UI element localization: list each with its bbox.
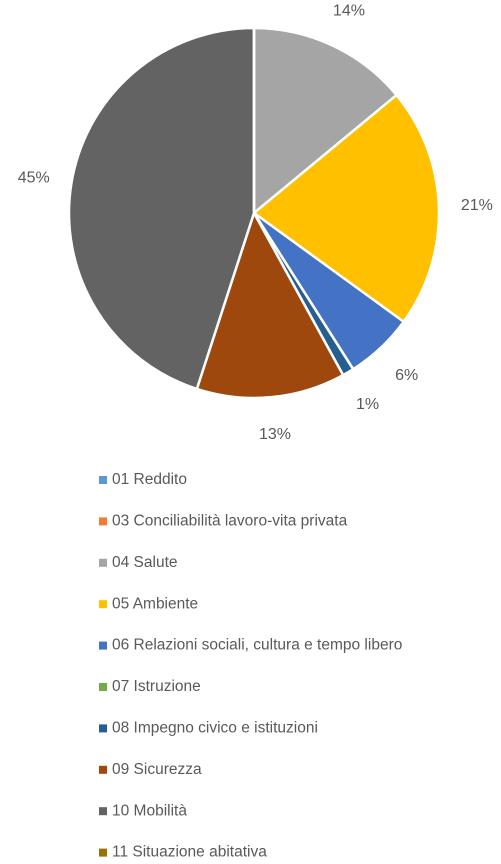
data-label: 6%	[395, 367, 418, 384]
legend-swatch	[99, 600, 107, 609]
legend-label: 06 Relazioni sociali, cultura e tempo li…	[112, 637, 402, 654]
legend-swatch	[99, 476, 107, 484]
pie-slice	[195, 209, 345, 400]
legend-label: 09 Sicurezza	[112, 761, 202, 778]
pie-slice	[67, 26, 256, 391]
legend-swatch	[99, 807, 107, 816]
data-label: 14%	[333, 2, 365, 19]
data-label: 45%	[18, 169, 50, 186]
legend-label: 07 Istruzione	[112, 678, 201, 695]
data-label: 1%	[356, 396, 379, 413]
legend-swatch	[99, 765, 107, 774]
legend-label: 03 Conciliabilità lavoro-vita privata	[112, 512, 348, 529]
legend-swatch	[99, 641, 107, 650]
pie-slice	[251, 93, 441, 324]
legend-swatch	[99, 683, 107, 691]
legend-label: 10 Mobilità	[112, 802, 187, 819]
legend-label: 11 Situazione abitativa	[112, 844, 267, 861]
legend-label: 08 Impegno civico e istituzioni	[112, 719, 318, 736]
pie-slice	[252, 26, 399, 216]
legend-swatch	[99, 517, 107, 526]
data-label: 13%	[259, 426, 291, 443]
legend-label: 04 Salute	[112, 554, 178, 571]
legend-label: 01 Reddito	[112, 471, 187, 488]
legend-label: 05 Ambiente	[112, 595, 198, 612]
data-label: 21%	[461, 197, 493, 214]
legend-swatch	[99, 848, 107, 857]
legend-swatch	[99, 724, 107, 733]
legend-swatch	[99, 558, 107, 567]
